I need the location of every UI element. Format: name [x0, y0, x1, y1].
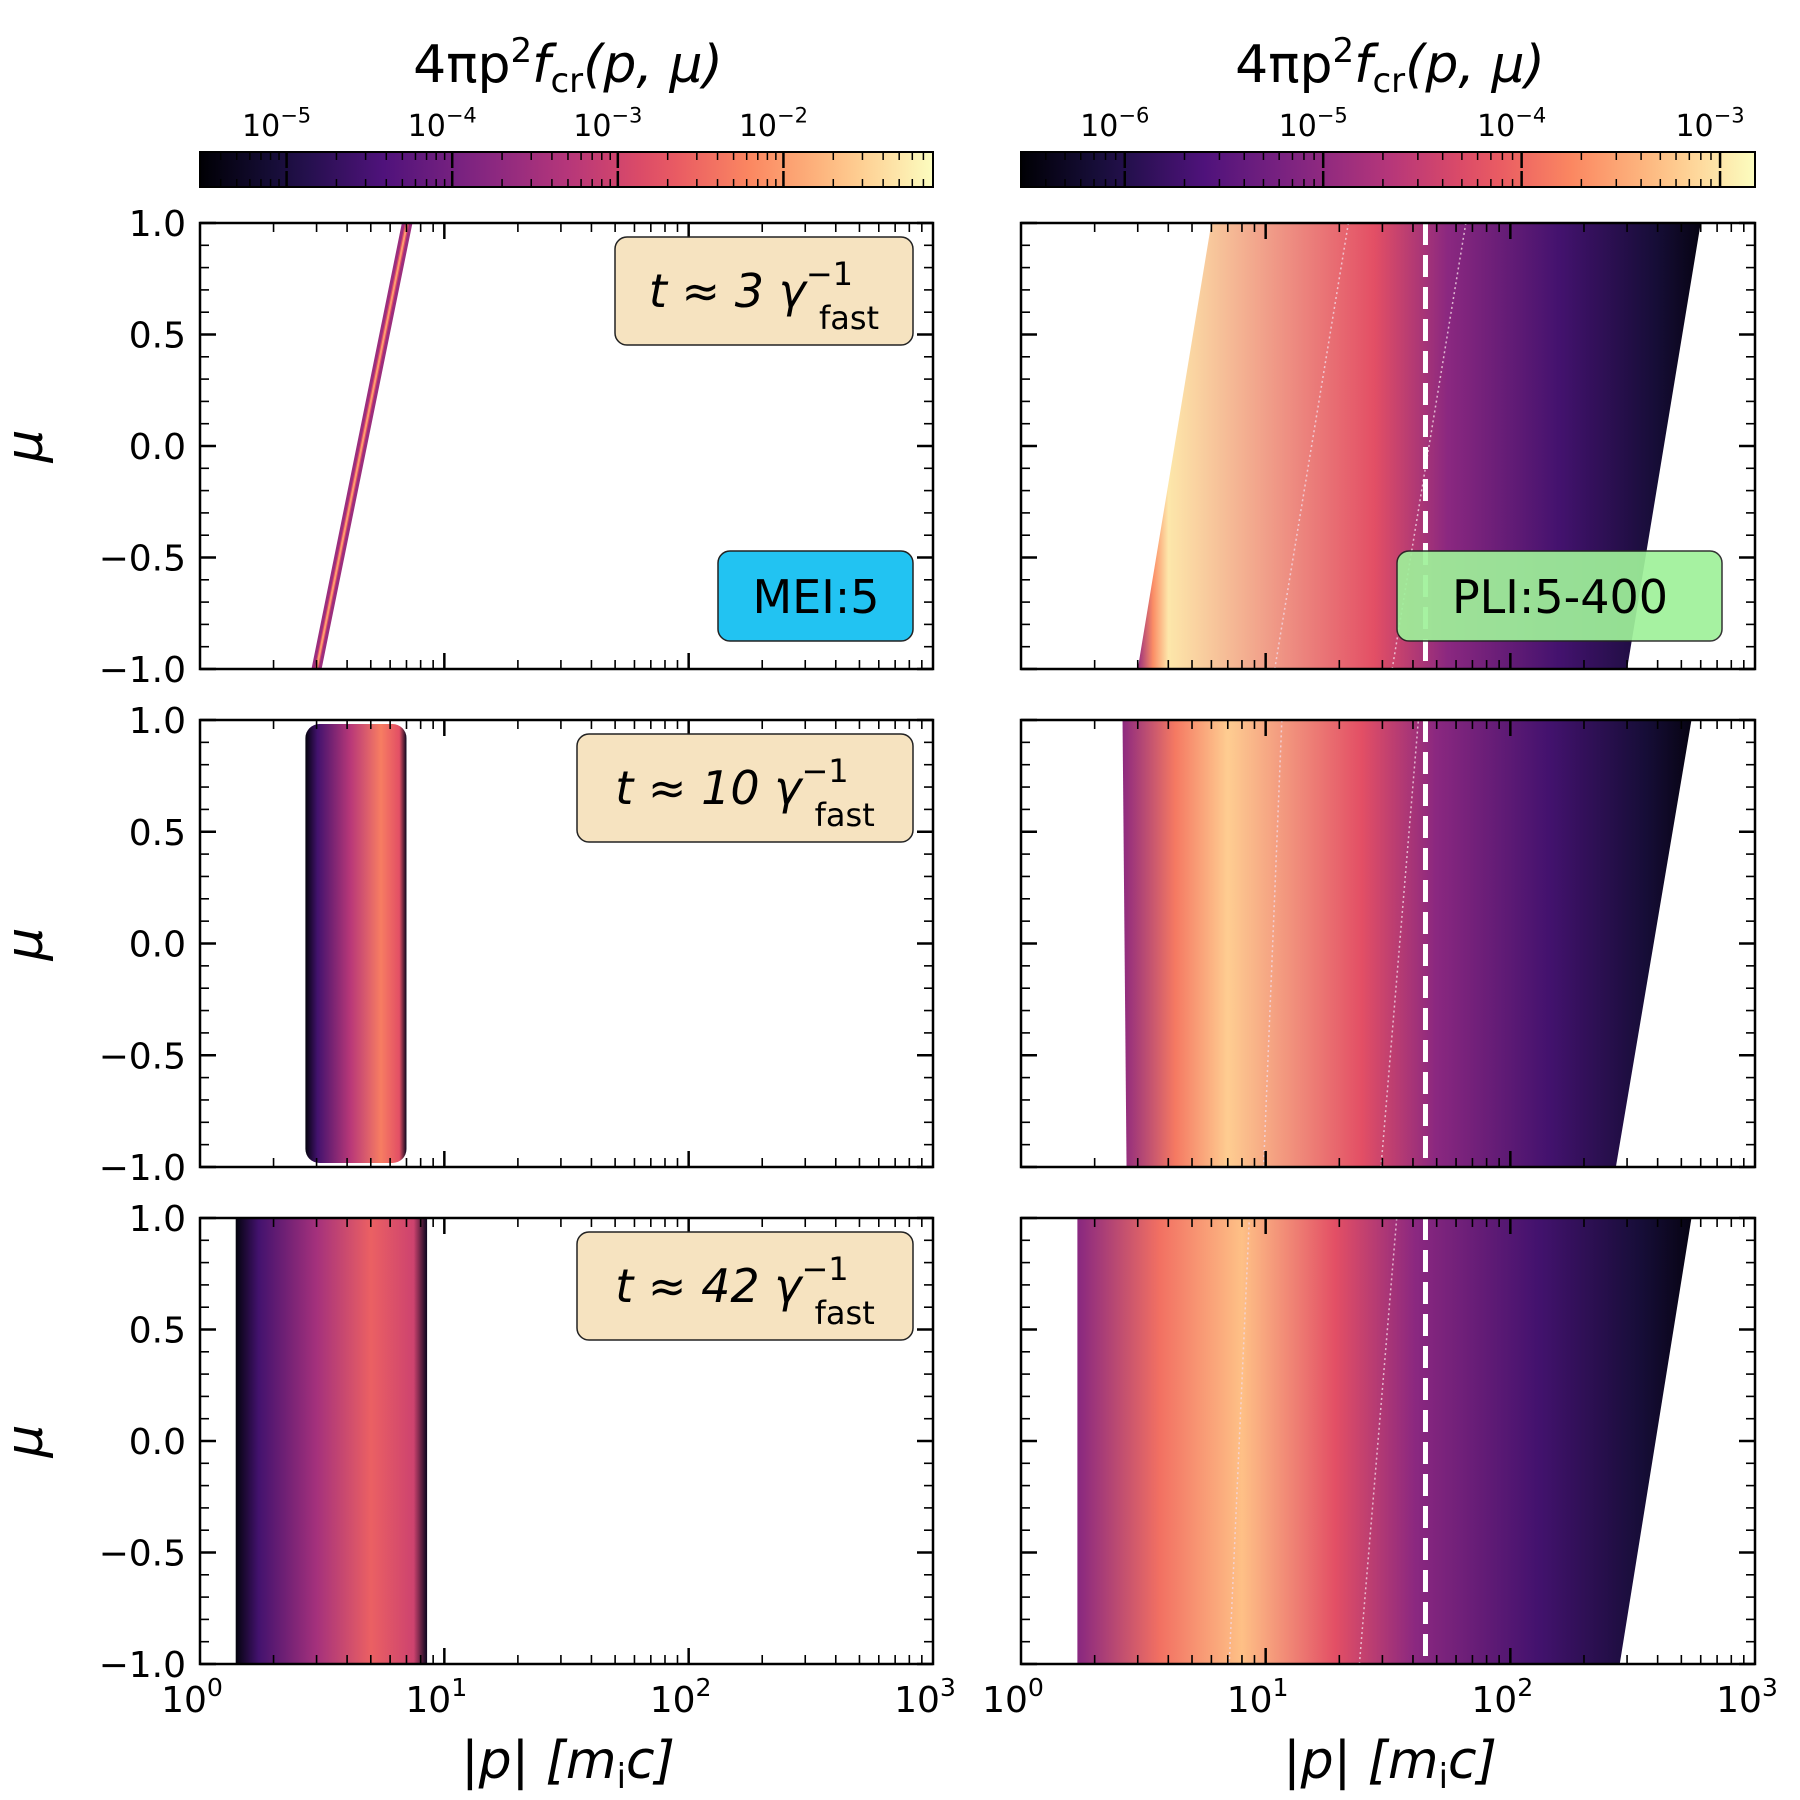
y-axis-label-middle: μ — [0, 927, 55, 961]
colorbar-tick-label: 10−6 — [1080, 104, 1149, 145]
time-label: t ≈ 10 γ−1 fast — [615, 752, 874, 834]
x-tick-label: 101 — [405, 1673, 467, 1721]
heatmap-area — [311, 223, 413, 669]
y-tick-label: −1.0 — [99, 1645, 186, 1686]
distribution-ridge — [315, 223, 409, 669]
y-tick-label: −1.0 — [99, 650, 186, 691]
x-tick-label: 103 — [1716, 1673, 1778, 1721]
colorbar-gradient — [199, 151, 934, 188]
y-tick-label: 1.0 — [129, 204, 186, 245]
panel-right-2 — [1019, 718, 1757, 1169]
colorbar-tick-label: 10−5 — [242, 104, 311, 145]
plot-frame — [1019, 221, 1757, 671]
panel-right-1: PLI:5-400 — [1019, 221, 1757, 671]
colorbar-title-right: 4πp2fcr(p, μ) — [1235, 31, 1545, 101]
colorbar-title-left: 4πp2fcr(p, μ) — [413, 31, 723, 101]
y-tick-label: −1.0 — [99, 1148, 186, 1189]
y-axis-label-top: μ — [0, 429, 55, 463]
x-axis-label-left: |p| [mic] — [461, 1731, 675, 1797]
time-label-box — [576, 1231, 914, 1341]
plot-frame — [1019, 718, 1757, 1169]
power-law-distribution — [1077, 1218, 1692, 1664]
y-tick-label: 1.0 — [129, 701, 186, 742]
time-label: t ≈ 42 γ−1 fast — [615, 1250, 874, 1332]
plot-frame — [198, 718, 935, 1169]
colorbar-tick-label: 10−3 — [573, 104, 642, 145]
x-tick-label: 100 — [161, 1673, 223, 1721]
y-tick-label: −0.5 — [99, 539, 186, 580]
x-tick-label: 102 — [650, 1673, 712, 1721]
colorbar-tick-label: 10−4 — [1477, 104, 1546, 145]
heatmap-area — [305, 724, 407, 1163]
distribution-box — [305, 724, 407, 1163]
colorbar-tick-label: 10−2 — [739, 104, 808, 145]
time-label-box — [576, 733, 914, 843]
pli-label-box — [1396, 550, 1723, 642]
y-tick-label: −0.5 — [99, 1036, 186, 1077]
power-law-distribution — [1122, 720, 1692, 1167]
x-tick-label: 101 — [1227, 1673, 1289, 1721]
y-tick-label: 0.5 — [129, 813, 186, 854]
colorbar-left: 10−5 10−4 10−3 10−2 — [199, 104, 934, 188]
panel-left-2: 1.0 0.5 0.0 −0.5 −1.0 t ≈ 10 γ−1 fast — [99, 701, 935, 1189]
x-tick-label: 100 — [982, 1673, 1044, 1721]
y-tick-label: 0.5 — [129, 1311, 186, 1352]
y-tick-label: 1.0 — [129, 1199, 186, 1240]
heatmap-area — [1077, 1218, 1692, 1664]
y-tick-label: 0.0 — [129, 1422, 186, 1463]
colorbar-gradient — [1020, 151, 1756, 188]
colorbar-right: 10−6 10−5 10−4 10−3 — [1020, 104, 1756, 188]
contour-line — [1274, 223, 1350, 669]
panel-right-3: 100 101 102 103 — [982, 1216, 1778, 1721]
colorbar-tick-label: 10−5 — [1279, 104, 1348, 145]
plot-frame — [1019, 1216, 1757, 1666]
y-tick-label: −0.5 — [99, 1534, 186, 1575]
heatmap-area — [1122, 720, 1692, 1167]
x-tick-label: 102 — [1471, 1673, 1533, 1721]
pli-label: PLI:5-400 — [1452, 570, 1668, 624]
y-tick-label: 0.0 — [129, 925, 186, 966]
x-tick-label: 103 — [894, 1673, 956, 1721]
heatmap-area — [235, 1218, 428, 1664]
colorbar-tick-label: 10−3 — [1675, 104, 1744, 145]
mei-label-box — [717, 550, 914, 642]
y-tick-label: 0.0 — [129, 427, 186, 468]
colorbar-tick-label: 10−4 — [408, 104, 477, 145]
x-axis-label-right: |p| [mic] — [1283, 1731, 1497, 1797]
plot-frame — [198, 221, 935, 671]
time-label-box — [614, 236, 914, 346]
mei-label: MEI:5 — [752, 570, 879, 624]
time-label: t ≈ 3 γ−1 fast — [649, 255, 879, 337]
y-tick-label: 0.5 — [129, 316, 186, 357]
y-axis-label-bottom: μ — [0, 1424, 55, 1458]
plot-frame — [198, 1216, 935, 1666]
distribution-box — [235, 1218, 428, 1664]
panel-left-1: 1.0 0.5 0.0 −0.5 −1.0 t ≈ 3 γ−1 fast MEI:5 — [99, 204, 935, 691]
